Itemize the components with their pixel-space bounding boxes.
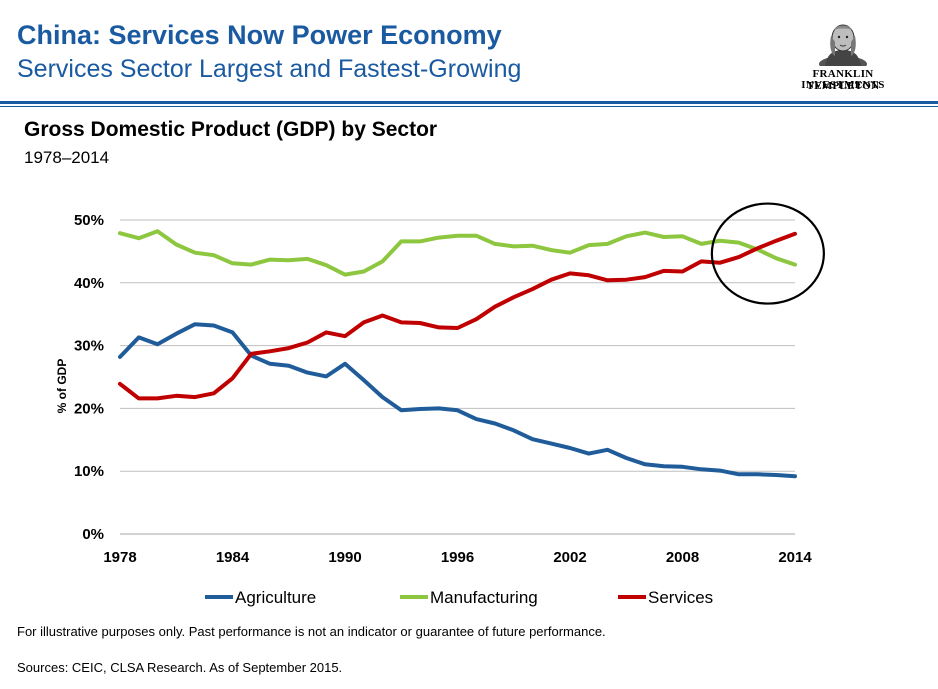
gdp-line-chart: 0% 10% 20% 30% 40% 50% 1978 1984 1990 1996 2002 20… [55, 202, 825, 607]
header-rule-thick [0, 101, 938, 104]
company-logo: FRANKLIN TEMPLETON INVESTMENTS [778, 20, 908, 92]
sources-text: Sources: CEIC, CLSA Research. As of Sept… [17, 660, 343, 675]
disclaimer-text: For illustrative purposes only. Past per… [17, 624, 606, 639]
x-tick-label: 1996 [441, 549, 474, 566]
slide-subtitle: Services Sector Largest and Fastest-Grow… [17, 55, 522, 83]
header-rule-thin [0, 106, 938, 107]
series-line-services [118, 231, 797, 401]
chart-series [118, 229, 797, 479]
x-axis-ticks: 1978 1984 1990 1996 2002 2008 2014 [103, 549, 812, 566]
benjamin-franklin-portrait-icon [819, 24, 867, 66]
chart-title: Gross Domestic Product (GDP) by Sector [24, 118, 438, 141]
logo-text-franklin-templeton: FRANKLIN TEMPLETON [806, 68, 880, 92]
legend-label-agriculture: Agriculture [235, 588, 316, 607]
legend-label-manufacturing: Manufacturing [430, 588, 538, 607]
y-tick-label: 20% [74, 400, 104, 417]
slide-header: China: Services Now Power Economy Servic… [0, 0, 938, 112]
legend-label-services: Services [648, 588, 713, 607]
x-tick-label: 2008 [666, 549, 699, 566]
y-axis-ticks: 0% 10% 20% 30% 40% 50% [74, 212, 104, 543]
chart-subtitle: 1978–2014 [24, 148, 110, 167]
highlight-circle-annotation [710, 202, 825, 305]
x-tick-label: 1990 [328, 549, 361, 566]
y-tick-label: 10% [74, 463, 104, 480]
y-tick-label: 50% [74, 212, 104, 229]
series-line-agriculture [118, 322, 797, 479]
logo-text-investments: INVESTMENTS [801, 79, 885, 91]
y-tick-label: 0% [82, 526, 104, 543]
x-tick-label: 1984 [216, 549, 250, 566]
slide-title: China: Services Now Power Economy [17, 20, 502, 50]
y-axis-label: % of GDP [55, 359, 69, 414]
x-tick-label: 2002 [553, 549, 586, 566]
y-tick-label: 30% [74, 338, 104, 355]
x-tick-label: 2014 [778, 549, 812, 566]
series-line-manufacturing [118, 229, 797, 277]
chart-legend: Agriculture Manufacturing Services [205, 588, 713, 607]
x-tick-label: 1978 [103, 549, 136, 566]
y-tick-label: 40% [74, 275, 104, 292]
